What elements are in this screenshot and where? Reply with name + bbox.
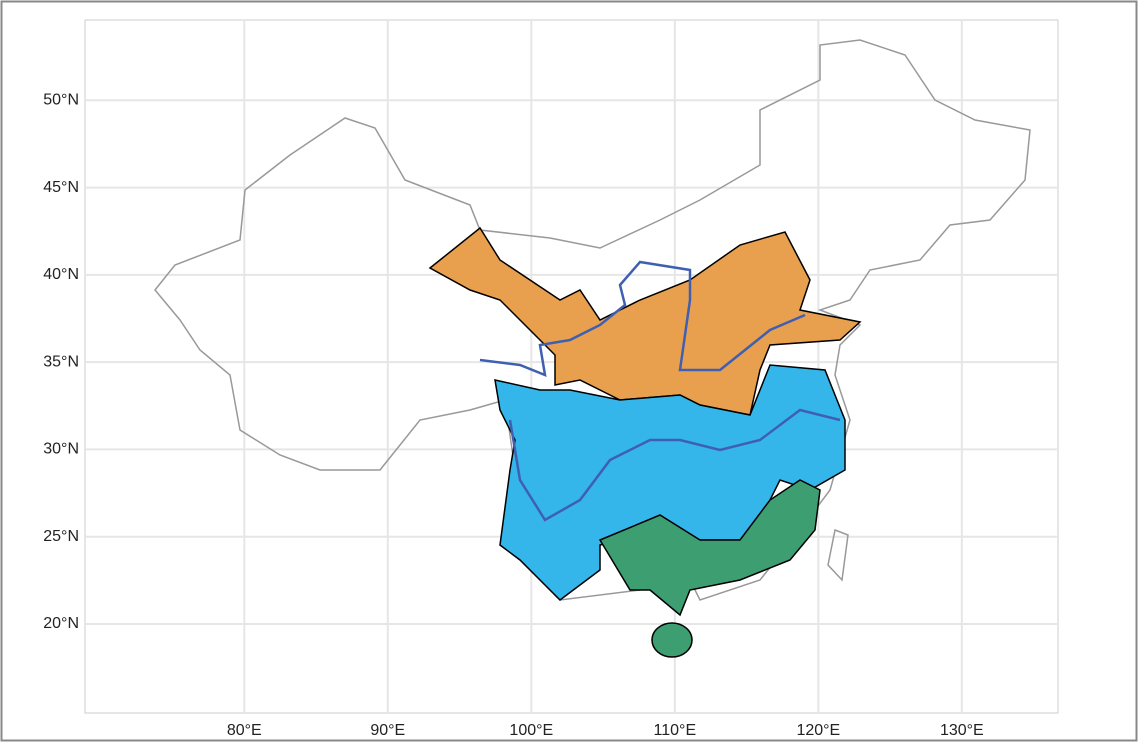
y-tick-label: 50°N bbox=[43, 92, 79, 109]
taiwan-outline bbox=[827, 528, 849, 582]
x-tick-label: 80°E bbox=[227, 722, 262, 739]
y-tick-label: 25°N bbox=[43, 528, 79, 545]
y-tick-label: 30°N bbox=[43, 441, 79, 458]
x-tick-label: 130°E bbox=[940, 722, 984, 739]
y-tick-label: 35°N bbox=[43, 353, 79, 370]
north-region bbox=[428, 226, 862, 416]
country-outline bbox=[154, 39, 1031, 601]
hainan bbox=[651, 622, 693, 658]
yangtze-river bbox=[508, 408, 841, 522]
y-tick-label: 20°N bbox=[43, 615, 79, 632]
x-tick-label: 100°E bbox=[509, 722, 553, 739]
x-tick-label: 90°E bbox=[370, 722, 405, 739]
yellow-river bbox=[479, 260, 806, 377]
x-tick-label: 120°E bbox=[796, 722, 840, 739]
y-tick-label: 45°N bbox=[43, 179, 79, 196]
y-tick-label: 40°N bbox=[43, 266, 79, 283]
south-region bbox=[598, 479, 821, 617]
x-tick-label: 110°E bbox=[654, 722, 697, 739]
